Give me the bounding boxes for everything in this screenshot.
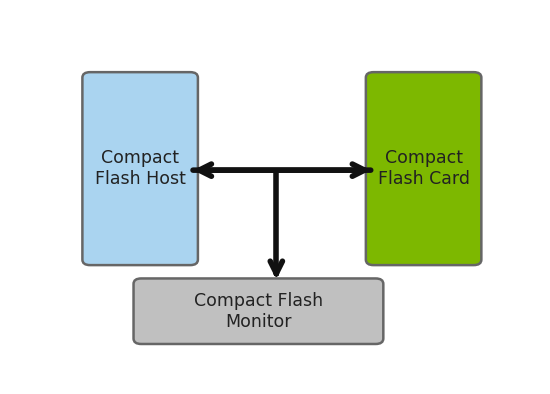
Text: Compact Flash
Monitor: Compact Flash Monitor: [194, 292, 323, 331]
FancyBboxPatch shape: [134, 279, 383, 344]
FancyBboxPatch shape: [366, 72, 481, 265]
Text: Compact
Flash Host: Compact Flash Host: [95, 149, 185, 188]
FancyBboxPatch shape: [82, 72, 198, 265]
Text: Compact
Flash Card: Compact Flash Card: [378, 149, 470, 188]
